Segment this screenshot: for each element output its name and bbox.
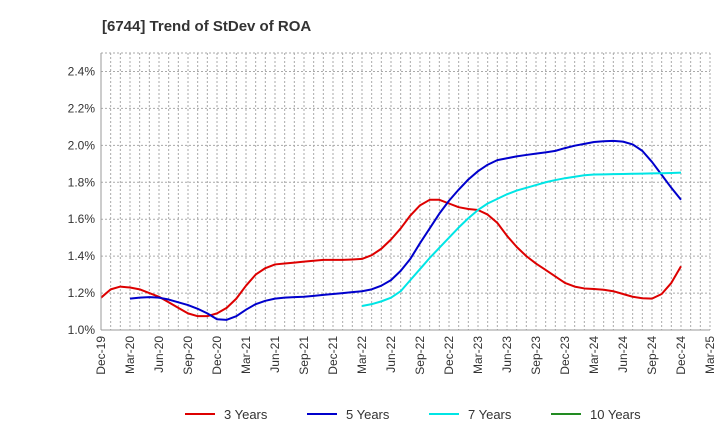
x-tick-label: Jun-20 xyxy=(152,336,166,373)
legend-label: 3 Years xyxy=(224,407,268,422)
y-tick-label: 1.0% xyxy=(68,323,96,337)
legend-label: 7 Years xyxy=(468,407,512,422)
series-lines xyxy=(100,139,682,321)
x-tick-label: Mar-22 xyxy=(355,336,369,374)
chart-title: [6744] Trend of StDev of ROA xyxy=(102,18,311,35)
x-tick-labels: Dec-19 Mar-20 Jun-20 Sep-20 Dec-20 Mar-21 Jun-… xyxy=(94,336,717,375)
legend-label: 5 Years xyxy=(346,407,390,422)
y-tick-label: 1.4% xyxy=(68,249,96,263)
y-tick-label: 1.8% xyxy=(68,175,96,189)
x-tick-label: Jun-22 xyxy=(384,336,398,373)
x-tick-label: Mar-24 xyxy=(587,336,601,374)
x-tick-label: Sep-24 xyxy=(645,336,659,375)
y-tick-label: 2.0% xyxy=(68,138,96,152)
x-tick-label: Mar-21 xyxy=(239,336,253,374)
series-line xyxy=(129,139,682,321)
x-tick-label: Dec-19 xyxy=(94,336,108,375)
grid xyxy=(101,52,711,330)
x-tick-label: Sep-20 xyxy=(181,336,195,375)
x-tick-label: Mar-25 xyxy=(703,336,717,374)
legend: 3 Years 5 Years 7 Years 10 Years xyxy=(185,407,641,422)
x-tick-label: Sep-21 xyxy=(297,336,311,375)
series-line xyxy=(361,171,682,307)
x-tick-label: Jun-24 xyxy=(616,336,630,373)
y-tick-labels: 1.0% 1.2% 1.4% 1.6% 1.8% 2.0% 2.2% 2.4% xyxy=(68,64,96,337)
x-tick-label: Mar-20 xyxy=(123,336,137,374)
x-tick-label: Dec-21 xyxy=(326,336,340,375)
series-line xyxy=(100,198,682,318)
x-tick-label: Sep-23 xyxy=(529,336,543,375)
y-tick-label: 2.4% xyxy=(68,64,96,78)
x-tick-label: Dec-23 xyxy=(558,336,572,375)
x-tick-label: Dec-22 xyxy=(442,336,456,375)
x-tick-label: Dec-24 xyxy=(674,336,688,375)
y-tick-label: 1.2% xyxy=(68,286,96,300)
plot-area xyxy=(101,53,710,330)
legend-label: 10 Years xyxy=(590,407,641,422)
x-tick-label: Jun-21 xyxy=(268,336,282,373)
x-tick-label: Jun-23 xyxy=(500,336,514,373)
y-tick-label: 1.6% xyxy=(68,212,96,226)
y-tick-label: 2.2% xyxy=(68,101,96,115)
x-tick-label: Sep-22 xyxy=(413,336,427,375)
x-tick-label: Mar-23 xyxy=(471,336,485,374)
x-tick-label: Dec-20 xyxy=(210,336,224,375)
